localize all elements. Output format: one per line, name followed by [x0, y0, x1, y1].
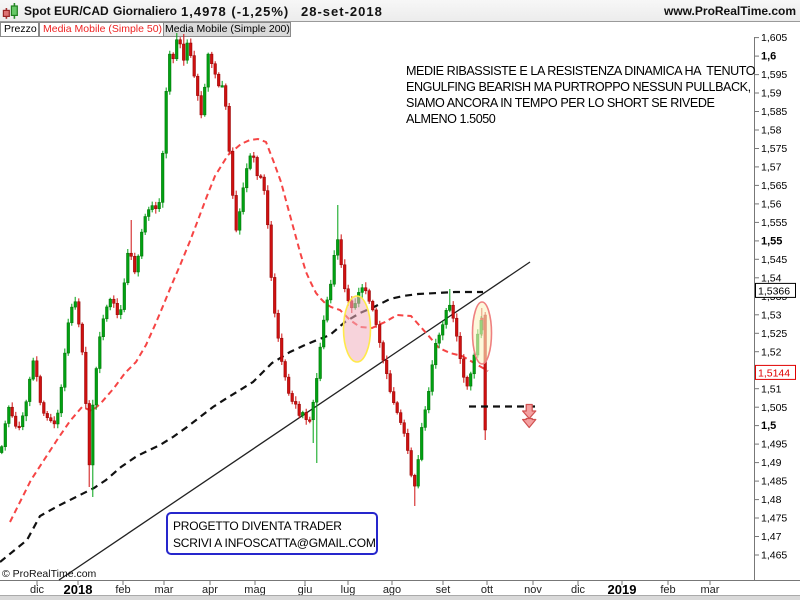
svg-text:1,555: 1,555: [761, 217, 787, 229]
svg-text:1,5144: 1,5144: [758, 367, 790, 379]
svg-text:1,58: 1,58: [761, 125, 782, 137]
svg-text:1,5: 1,5: [761, 420, 776, 432]
svg-text:ago: ago: [383, 584, 401, 596]
svg-text:1,57: 1,57: [761, 162, 782, 174]
svg-text:1,585: 1,585: [761, 106, 787, 118]
svg-text:1,52: 1,52: [761, 346, 782, 358]
svg-text:1,5366: 1,5366: [758, 285, 790, 297]
svg-text:1,51: 1,51: [761, 383, 782, 395]
svg-text:1,575: 1,575: [761, 143, 787, 155]
svg-text:1,495: 1,495: [761, 439, 787, 451]
svg-text:2018: 2018: [64, 582, 93, 597]
svg-text:1,59: 1,59: [761, 88, 782, 100]
svg-text:1,545: 1,545: [761, 254, 787, 266]
svg-text:1,54: 1,54: [761, 272, 782, 284]
svg-text:mar: mar: [701, 584, 720, 596]
svg-text:dic: dic: [571, 584, 586, 596]
svg-text:dic: dic: [30, 584, 45, 596]
svg-text:1,6: 1,6: [761, 51, 776, 63]
svg-text:apr: apr: [202, 584, 218, 596]
svg-text:mar: mar: [155, 584, 174, 596]
svg-text:1,485: 1,485: [761, 476, 787, 488]
svg-text:1,53: 1,53: [761, 309, 782, 321]
svg-text:giu: giu: [298, 584, 313, 596]
svg-text:1,565: 1,565: [761, 180, 787, 192]
svg-text:1,48: 1,48: [761, 494, 782, 506]
svg-text:feb: feb: [660, 584, 675, 596]
svg-text:1,56: 1,56: [761, 199, 782, 211]
svg-text:feb: feb: [115, 584, 130, 596]
svg-text:2019: 2019: [608, 582, 637, 597]
svg-text:1,505: 1,505: [761, 402, 787, 414]
svg-text:1,49: 1,49: [761, 457, 782, 469]
svg-text:1,465: 1,465: [761, 550, 787, 562]
svg-text:nov: nov: [524, 584, 542, 596]
svg-text:lug: lug: [341, 584, 356, 596]
svg-text:1,525: 1,525: [761, 328, 787, 340]
svg-text:1,55: 1,55: [761, 236, 782, 248]
svg-text:1,595: 1,595: [761, 69, 787, 81]
svg-text:© ProRealTime.com: © ProRealTime.com: [2, 568, 97, 580]
svg-text:set: set: [436, 584, 451, 596]
svg-text:mag: mag: [244, 584, 265, 596]
svg-text:1,475: 1,475: [761, 513, 787, 525]
svg-text:1,47: 1,47: [761, 531, 782, 543]
svg-text:1,605: 1,605: [761, 32, 787, 44]
svg-text:ott: ott: [481, 584, 493, 596]
